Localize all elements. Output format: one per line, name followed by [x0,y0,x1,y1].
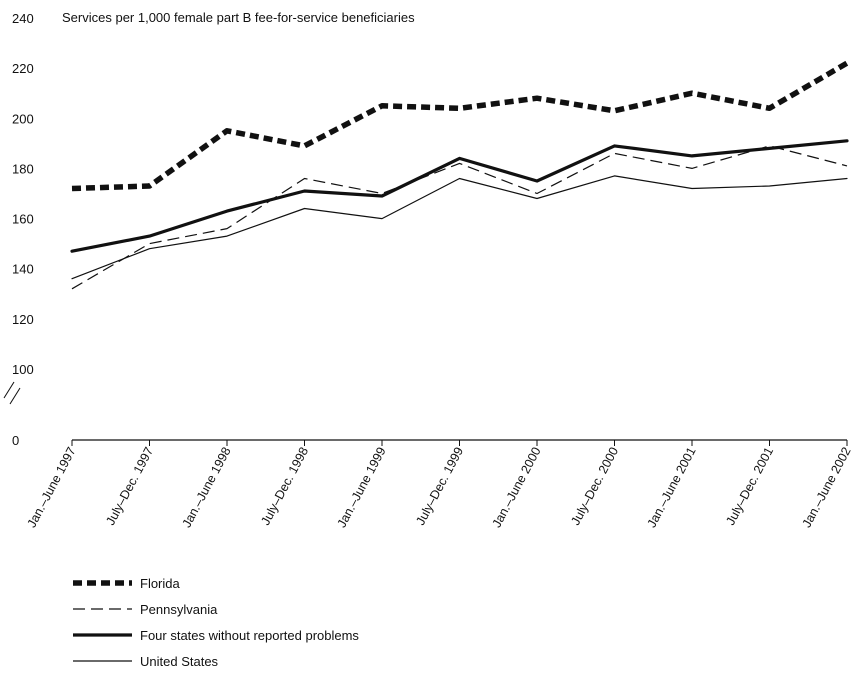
y-tick-label: 180 [12,161,34,176]
series-line-florida [71,60,849,192]
y-tick-label: 120 [12,312,34,327]
x-tick-label: July–Dec. 2001 [723,445,776,528]
legend-label: Four states without reported problems [140,628,359,643]
y-tick-label: 0 [12,433,19,448]
x-axis-ticks: Jan.–June 1997 July–Dec. 1997 Jan.–June 19… [25,440,854,530]
legend-label: Florida [140,576,181,591]
series-lines [70,60,849,290]
y-tick-label: 140 [12,262,34,277]
legend-label: United States [140,654,219,669]
x-tick-label: Jan.–June 1998 [180,445,234,530]
axis-break-stroke [3,381,15,399]
y-tick-label: 100 [12,362,34,377]
legend: Florida Pennsylvania Four states without r… [73,576,359,669]
axis-break-stroke [9,387,21,405]
axis-break-mark [3,381,21,405]
y-tick-label: 200 [12,111,34,126]
x-tick-label: July–Dec. 1999 [413,445,466,528]
x-tick-label: Jan.–June 2002 [800,445,854,530]
x-tick-label: Jan.–June 2001 [645,445,699,530]
x-tick-label: July–Dec. 2000 [568,445,621,528]
x-tick-label: Jan.–June 1997 [25,445,79,530]
legend-label: Pennsylvania [140,602,218,617]
x-tick-label: July–Dec. 1998 [258,445,311,528]
x-tick-label: Jan.–June 1999 [335,445,389,530]
series-line-pennsylvania [71,145,848,290]
y-tick-label: 240 [12,11,34,26]
y-axis-title: Services per 1,000 female part B fee-for… [62,10,415,25]
x-tick-label: Jan.–June 2000 [490,445,544,530]
x-tick-label: July–Dec. 1997 [103,445,156,528]
y-axis-ticks: 0 100 120 140 160 180 200 220 240 [12,11,34,448]
y-tick-label: 220 [12,61,34,76]
series-line-united-states [71,175,848,280]
y-tick-label: 160 [12,212,34,227]
